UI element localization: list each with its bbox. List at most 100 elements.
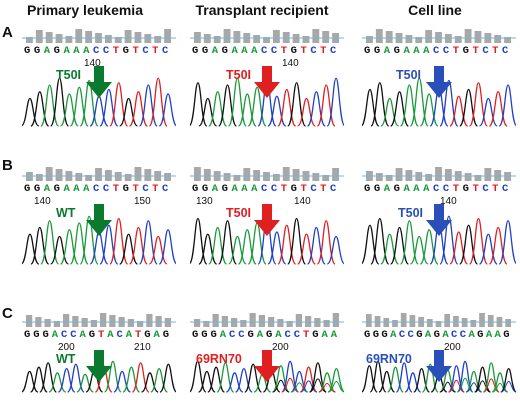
quality-bar	[85, 175, 93, 181]
trace-peak	[59, 93, 79, 127]
quality-bar	[45, 167, 53, 181]
chromatogram-panel-b2: G G A G A A A C C T G T C T C 130 140 T50I	[190, 166, 344, 266]
trace-secondary-peak	[492, 382, 508, 393]
quality-bar	[253, 35, 261, 43]
base-letter: A	[423, 45, 431, 57]
quality-bar	[65, 36, 73, 43]
chromatogram-panel-b1: G G A G A A A C C T G T C T C 140 150 WT	[22, 166, 176, 266]
trace-peak	[207, 366, 225, 393]
trace-peak	[30, 226, 50, 265]
quality-bar	[494, 35, 502, 43]
row-letter-b: B	[2, 157, 13, 174]
base-letter: A	[383, 45, 391, 57]
trace-peak	[59, 229, 79, 265]
down-arrow-icon	[426, 350, 452, 382]
quality-bar	[312, 29, 320, 43]
trace-peak	[50, 235, 69, 265]
position-number: 140	[282, 58, 299, 69]
base-letter: A	[63, 183, 71, 195]
base-letter: C	[482, 45, 490, 57]
base-letter: C	[502, 183, 509, 195]
trace-peak	[390, 226, 410, 265]
base-letter: G	[192, 183, 199, 195]
quality-bar	[26, 315, 33, 327]
base-letter: C	[102, 183, 110, 195]
trace-peak	[449, 231, 469, 265]
base-letter: A	[231, 45, 239, 57]
trace-svg	[362, 29, 516, 127]
quality-bar	[312, 173, 320, 181]
quality-bar	[425, 174, 433, 181]
base-letter: A	[231, 183, 239, 195]
base-letter: T	[320, 45, 328, 57]
quality-bar	[375, 29, 383, 43]
trace-peak	[326, 77, 344, 127]
base-letter: G	[416, 329, 424, 341]
quality-bar	[302, 36, 310, 43]
base-letter: C	[116, 329, 124, 341]
trace-peak	[141, 372, 159, 393]
trace-peak	[198, 233, 218, 265]
quality-bar	[249, 313, 256, 327]
base-letter: C	[162, 45, 169, 57]
base-letter: C	[93, 45, 100, 57]
base-letter: C	[398, 329, 406, 341]
quality-bar	[400, 313, 407, 327]
quality-bar	[484, 168, 492, 181]
base-letter: A	[211, 183, 219, 195]
base-letter: A	[43, 183, 51, 195]
base-letter: C	[442, 45, 450, 57]
base-letter: C	[238, 329, 246, 341]
trace-peak	[500, 367, 516, 393]
quality-bar	[435, 167, 442, 181]
trace-svg	[190, 29, 344, 127]
quality-bar	[322, 31, 330, 43]
base-letter: A	[413, 45, 421, 57]
base-letter: T	[452, 45, 460, 57]
trace-peak	[362, 224, 380, 265]
position-number: 200	[272, 342, 289, 353]
trace-peak	[190, 217, 208, 265]
base-letter: G	[373, 183, 381, 195]
trace-peak	[228, 235, 247, 265]
position-number: 140	[294, 196, 311, 207]
trace-secondary-peak	[300, 380, 318, 393]
trace-secondary-peak	[474, 380, 491, 393]
base-letter: G	[372, 329, 380, 341]
trace-peak	[237, 93, 257, 127]
chromatogram-panel-a3: G G A G A A A C C T G T C T C T50I	[362, 28, 516, 128]
trace-peak	[488, 226, 508, 265]
trace-peak	[277, 88, 297, 127]
base-letter: G	[33, 329, 41, 341]
trace-secondary-peak	[465, 382, 482, 393]
quality-bar	[134, 167, 142, 181]
base-letter: T	[112, 183, 120, 195]
base-letter: G	[393, 183, 401, 195]
trace-peak	[198, 370, 216, 393]
base-letter: C	[102, 45, 110, 57]
quality-bar	[444, 314, 451, 327]
trace-peak	[235, 367, 253, 393]
base-letter: A	[485, 329, 493, 341]
quality-bar	[409, 315, 416, 327]
base-letter: A	[251, 45, 259, 57]
trace-peak	[30, 366, 48, 393]
base-letter: C	[229, 329, 236, 341]
base-letter: G	[373, 45, 381, 57]
base-letter: T	[280, 45, 288, 57]
trace-peak	[410, 235, 429, 265]
trace-peak	[30, 91, 50, 127]
base-letter: T	[280, 183, 288, 195]
down-arrow-icon	[86, 66, 112, 98]
base-letter: T	[492, 45, 500, 57]
quality-bar	[223, 29, 231, 43]
trace-peak	[277, 224, 297, 265]
trace-peak	[390, 91, 410, 127]
trace-peak	[267, 95, 287, 127]
base-letter: C	[61, 329, 68, 341]
base-letter: A	[63, 45, 71, 57]
